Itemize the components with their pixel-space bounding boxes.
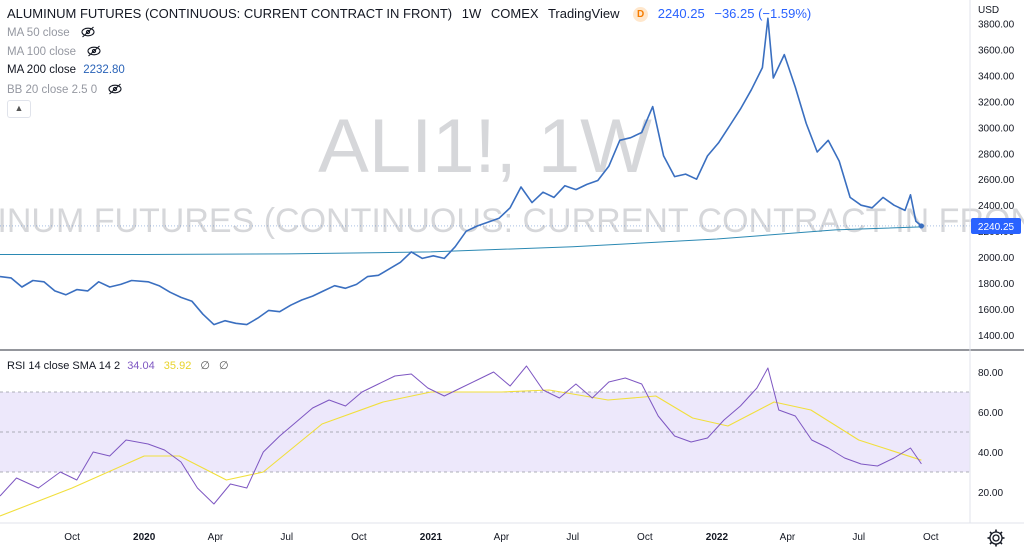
price-tick-label: 2400.00	[978, 201, 1015, 212]
price-tick-label: 2800.00	[978, 149, 1015, 160]
eye-off-icon[interactable]	[87, 45, 101, 57]
indicator-label: BB 20 close 2.5 0	[7, 84, 98, 96]
price-tick-label: 2000.00	[978, 253, 1015, 264]
indicator-label: MA 50 close	[7, 27, 70, 39]
indicator-bb[interactable]: BB 20 close 2.5 0	[7, 83, 122, 96]
last-price: 2240.25	[657, 6, 705, 21]
price-tick-label: 3000.00	[978, 123, 1015, 134]
time-tick-label: Oct	[351, 532, 367, 543]
rsi-na-1: ∅	[200, 360, 210, 372]
last-price-tag	[971, 217, 1021, 234]
interval-label[interactable]: 1W	[461, 6, 482, 21]
rsi-na-2: ∅	[219, 360, 229, 372]
time-tick-label: Apr	[208, 532, 224, 543]
indicator-label: MA 100 close	[7, 46, 77, 58]
last-price-tag-label: 2240.25	[978, 222, 1015, 233]
price-tick-label: 1800.00	[978, 279, 1015, 290]
time-tick-label: Jul	[852, 532, 865, 543]
collapse-legend-button[interactable]: ▲	[7, 100, 31, 118]
rsi-band	[0, 392, 970, 472]
rsi-sma-line	[0, 389, 922, 517]
price-tick-label: 3200.00	[978, 97, 1015, 108]
time-tick-label: Jul	[566, 532, 579, 543]
gear-icon[interactable]	[986, 528, 1006, 548]
symbol-title[interactable]: ALUMINUM FUTURES (CONTINUOUS: CURRENT CO…	[7, 6, 453, 21]
rsi-value: 34.04	[127, 360, 155, 372]
time-tick-label: Apr	[780, 532, 796, 543]
time-tick-label: Oct	[923, 532, 939, 543]
time-tick-label: Jul	[280, 532, 293, 543]
time-tick-label: Oct	[637, 532, 653, 543]
rsi-legend[interactable]: RSI 14 close SMA 14 2 34.04 35.92 ∅ ∅	[7, 359, 229, 372]
rsi-tick-label: 80.00	[978, 368, 1003, 379]
delay-badge[interactable]: D	[633, 7, 649, 22]
watermark-symbol: ALI1!, 1W	[318, 104, 652, 189]
price-tick-label: 1400.00	[978, 331, 1015, 342]
time-tick-label: 2022	[706, 532, 729, 543]
price-tick-label: 3800.00	[978, 19, 1015, 30]
indicator-ma100[interactable]: MA 100 close	[7, 45, 101, 58]
indicator-value: 2232.80	[83, 64, 125, 76]
chart-header: ALUMINUM FUTURES (CONTINUOUS: CURRENT CO…	[7, 6, 817, 22]
currency-label: USD	[978, 5, 999, 16]
indicator-ma200[interactable]: MA 200 close 2232.80	[7, 64, 125, 76]
indicator-label: MA 200 close	[7, 64, 77, 76]
exchange-label: COMEX	[490, 6, 539, 21]
eye-off-icon[interactable]	[81, 26, 95, 38]
time-tick-label: 2021	[420, 532, 443, 543]
ma200-line	[0, 226, 922, 255]
rsi-tick-label: 40.00	[978, 448, 1003, 459]
price-tick-label: 3600.00	[978, 45, 1015, 56]
rsi-label: RSI 14 close SMA 14 2	[7, 360, 121, 372]
eye-off-icon[interactable]	[108, 83, 122, 95]
indicator-ma50[interactable]: MA 50 close	[7, 26, 95, 39]
rsi-tick-label: 60.00	[978, 408, 1003, 419]
source-label: TradingView	[547, 6, 620, 21]
rsi-sma-value: 35.92	[163, 360, 192, 372]
watermark-description: ALUMINUM FUTURES (CONTINUOUS: CURRENT CO…	[0, 202, 1024, 240]
time-tick-label: Oct	[64, 532, 80, 543]
price-tick-label: 3400.00	[978, 71, 1015, 82]
rsi-line	[0, 365, 922, 505]
rsi-tick-label: 20.00	[978, 488, 1003, 499]
price-tick-label: 2600.00	[978, 175, 1015, 186]
time-tick-label: 2020	[133, 532, 156, 543]
price-change: −36.25 (−1.59%)	[714, 6, 812, 21]
time-tick-label: Apr	[494, 532, 510, 543]
price-tick-label: 1600.00	[978, 305, 1015, 316]
